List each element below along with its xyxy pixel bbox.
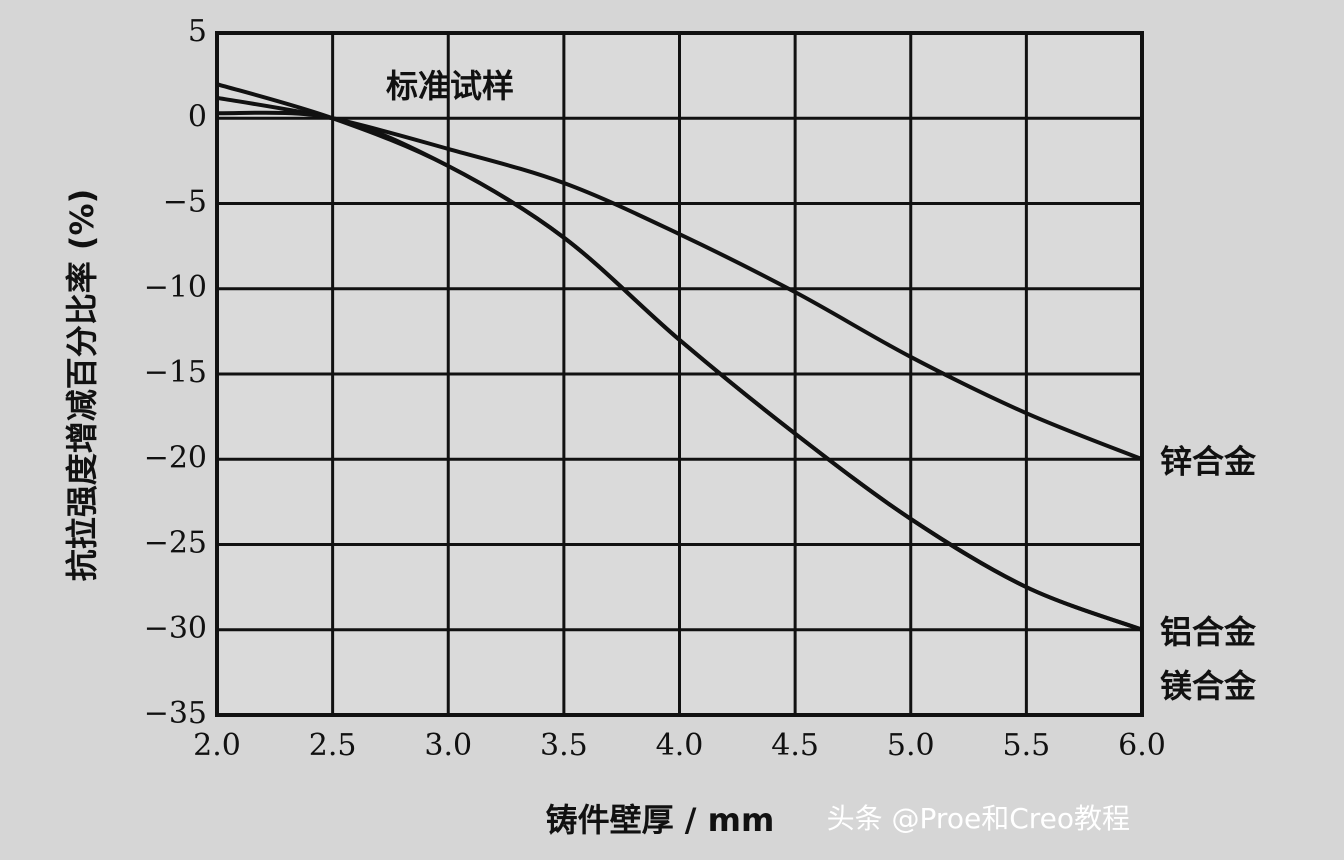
- y-tick-label: −35: [144, 696, 207, 731]
- series-label: 锌合金: [1160, 442, 1257, 480]
- x-tick-label: 2.5: [309, 728, 357, 763]
- annotation: 标准试样: [386, 67, 514, 105]
- watermark: 头条 @Proe和Creo教程: [827, 802, 1130, 835]
- x-tick-label: 5.0: [887, 728, 935, 763]
- x-tick-label: 6.0: [1118, 728, 1166, 763]
- y-tick-label: 5: [188, 14, 207, 49]
- x-tick-label: 3.5: [540, 728, 588, 763]
- y-tick-label: 0: [188, 99, 207, 134]
- y-axis-label: 抗拉强度增减百分比率 (%): [63, 189, 101, 581]
- x-tick-label: 4.5: [771, 728, 819, 763]
- annotation-box: [345, 60, 560, 118]
- x-axis-label: 铸件壁厚 / mm: [546, 801, 775, 839]
- y-tick-label: −20: [144, 440, 207, 475]
- series-line: [216, 95, 1143, 462]
- series-label: 铝合金: [1160, 613, 1257, 651]
- x-tick-label: 3.0: [424, 728, 472, 763]
- y-tick-label: −5: [163, 185, 207, 220]
- y-tick-label: −25: [144, 526, 207, 561]
- y-tick-label: −10: [144, 270, 207, 305]
- y-tick-label: −15: [144, 355, 207, 390]
- series-label: 镁合金: [1160, 667, 1257, 705]
- x-tick-label: 5.5: [1003, 728, 1051, 763]
- y-tick-label: −30: [144, 611, 207, 646]
- series-line: [216, 110, 1143, 632]
- x-tick-label: 2.0: [193, 728, 241, 763]
- x-tick-label: 4.0: [656, 728, 704, 763]
